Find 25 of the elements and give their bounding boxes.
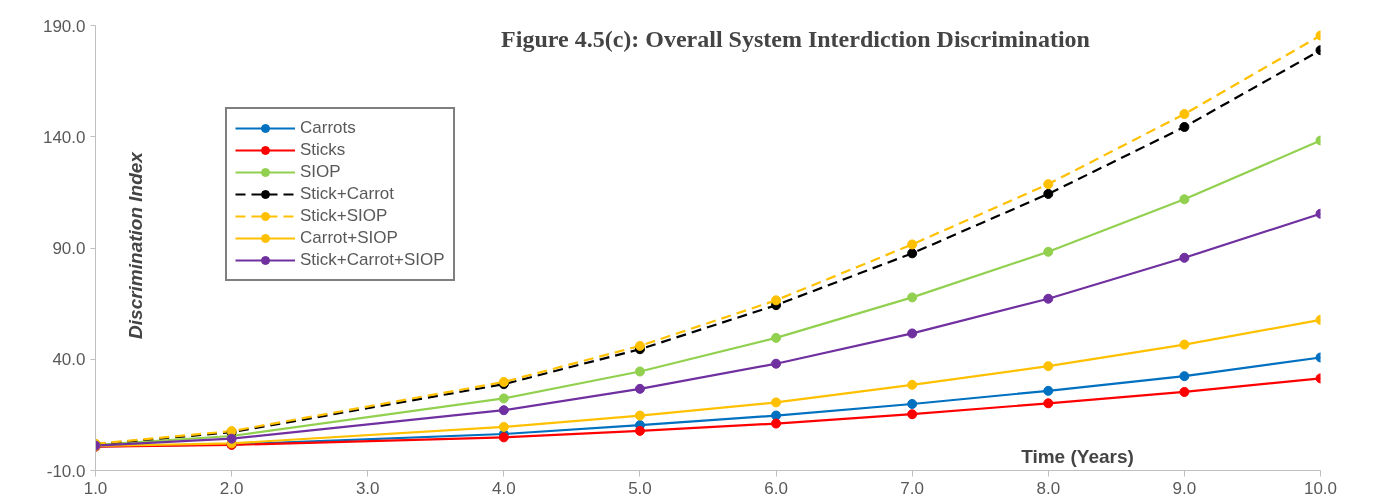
legend-label: Carrots [300,117,356,139]
x-tick-label: 5.0 [628,478,652,496]
x-tick-label: 3.0 [355,478,380,496]
x-tick-label: 8.0 [1036,478,1061,496]
x-tick-label: 2.0 [219,478,244,496]
legend-label: Stick+Carrot+SIOP [300,249,445,271]
legend-label: Carrot+SIOP [300,227,398,249]
y-tick-label: 140.0 [42,127,86,147]
x-tick-label: 10.0 [1303,478,1338,496]
x-tick-label: 1.0 [83,478,108,496]
legend-label: Stick+Carrot [300,183,394,205]
y-tick-label: 190.0 [42,16,86,36]
x-tick-label: 4.0 [492,478,516,496]
x-axis-title: Time (Years) [1021,445,1134,467]
y-tick-label: -10.0 [46,461,86,481]
y-axis-title: Discrimination Index [125,150,146,339]
chart-title: Figure 4.5(c): Overall System Interdiction Discrimination [501,25,1090,52]
x-tick-label: 9.0 [1172,478,1197,496]
x-tick-label: 7.0 [900,478,924,496]
legend-label: Stick+SIOP [300,205,388,227]
legend-label: Sticks [300,139,346,161]
y-tick-label: 40.0 [52,350,86,370]
x-tick-label: 6.0 [764,478,788,496]
y-tick-label: 90.0 [52,239,86,258]
legend-label: SIOP [300,161,341,183]
